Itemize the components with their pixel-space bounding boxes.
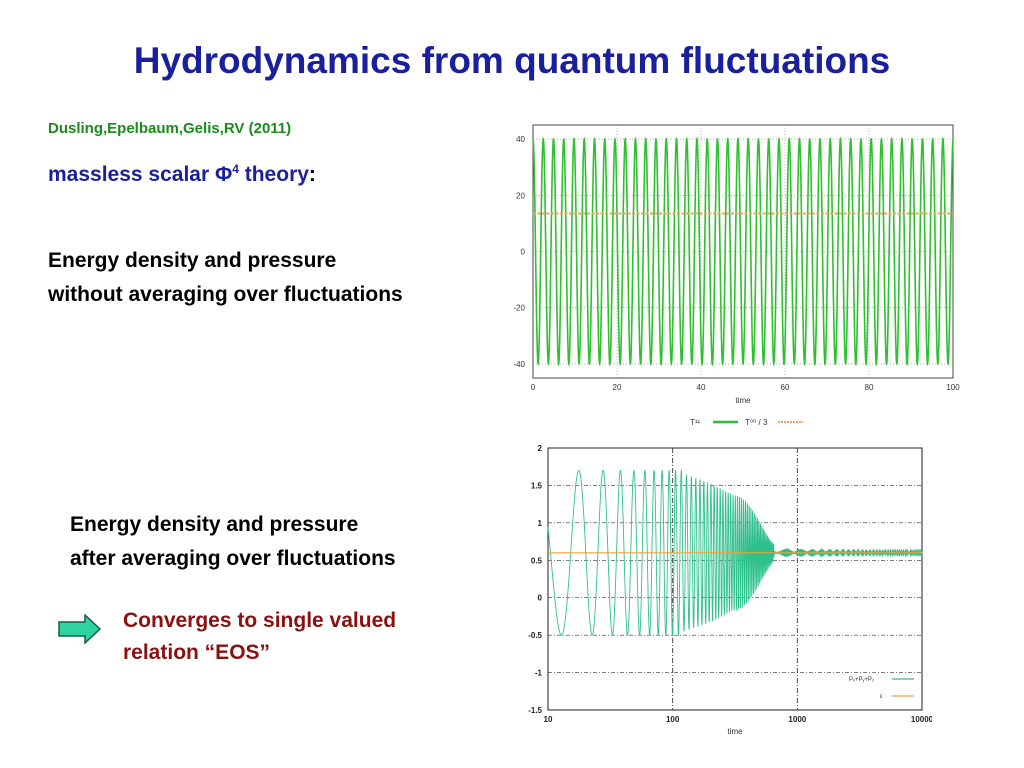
legend-label-pressure-sum: Pₓ+Pᵧ+P₂: [849, 677, 875, 683]
x-tick-label: 80: [865, 383, 874, 392]
y-tick-label: -1.5: [528, 706, 542, 715]
legend-label-epsilon: ε: [880, 694, 883, 700]
y-tick-label: 40: [516, 135, 525, 144]
text-without-averaging: Energy density and pressure without aver…: [48, 244, 403, 312]
y-tick-label: -40: [513, 360, 525, 369]
conclusion-line: Converges to single valued: [123, 609, 397, 632]
x-axis-label: time: [735, 396, 751, 405]
series-line-pressure-sum: [547, 469, 923, 637]
x-axis-label: time: [727, 727, 743, 736]
y-tick-label: 1: [538, 519, 543, 528]
y-tick-label: -0.5: [528, 631, 542, 640]
chart-without-averaging: 0 20 40 60 80 100 -40 -20 0 20 40 time T¹¹ T⁰⁰ / 3: [513, 124, 960, 427]
text-line: Energy density and pressure: [48, 249, 337, 272]
y-tick-label: 0.5: [531, 556, 543, 565]
y-tick-label: 2: [538, 444, 543, 453]
x-tick-label: 40: [697, 383, 706, 392]
y-tick-label: -1: [535, 669, 543, 678]
y-tick-label: 20: [516, 191, 525, 200]
x-tick-label: 10: [544, 715, 553, 724]
text-line: Energy density and pressure: [70, 513, 359, 536]
legend: Pₓ+Pᵧ+P₂ ε: [849, 677, 914, 700]
x-tick-label: 10000: [911, 715, 932, 724]
x-tick-label: 60: [781, 383, 790, 392]
legend: T¹¹ T⁰⁰ / 3: [690, 418, 803, 427]
text-after-averaging: Energy density and pressure after averag…: [70, 508, 396, 576]
conclusion-text: Converges to single valued relation “EOS…: [123, 605, 396, 669]
theory-colon: :: [308, 163, 316, 186]
legend-label-t11: T¹¹: [690, 418, 701, 427]
text-line: after averaging over fluctuations: [70, 547, 396, 570]
x-tick-label: 100: [946, 383, 960, 392]
series-line-t11: [532, 136, 954, 367]
x-tick-label: 1000: [788, 715, 806, 724]
reference-citation: Dusling,Epelbaum,Gelis,RV (2011): [48, 120, 292, 137]
right-arrow-icon: [58, 614, 102, 644]
theory-text: massless scalar Φ: [48, 163, 233, 186]
x-tick-label: 100: [666, 715, 680, 724]
legend-label-t00: T⁰⁰ / 3: [745, 418, 768, 427]
chart-after-averaging: 10 100 1000 10000 -1.5 -1 -0.5 0 0.5 1 1.5 2 time P…: [528, 444, 932, 736]
y-tick-label: 0: [538, 594, 543, 603]
y-tick-label: 1.5: [531, 481, 543, 490]
x-tick-label: 0: [531, 383, 536, 392]
y-tick-label: -20: [513, 304, 525, 313]
slide-title: Hydrodynamics from quantum fluctuations: [133, 40, 891, 81]
theory-exponent: 4: [232, 162, 239, 176]
theory-suffix: theory: [238, 163, 309, 186]
theory-label: massless scalar Φ4 theory:: [48, 162, 316, 187]
x-tick-label: 20: [613, 383, 622, 392]
conclusion-line: relation “EOS”: [123, 641, 271, 664]
text-line: without averaging over fluctuations: [48, 283, 403, 306]
y-tick-label: 0: [521, 248, 526, 257]
